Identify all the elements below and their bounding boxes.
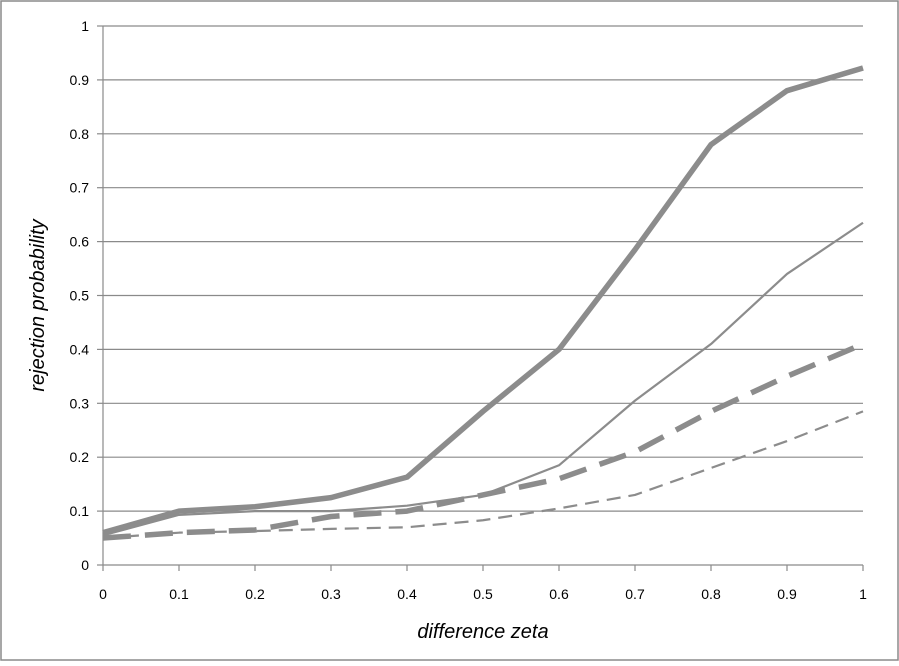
x-tick-label: 0.3 bbox=[321, 586, 341, 602]
x-tick-label: 0.6 bbox=[549, 586, 569, 602]
y-tick-label: 0 bbox=[81, 557, 89, 573]
y-tick-label: 0.7 bbox=[70, 180, 90, 196]
y-tick-label: 0.9 bbox=[70, 72, 90, 88]
x-tick-label: 1 bbox=[859, 586, 867, 602]
x-tick-label: 0.7 bbox=[625, 586, 645, 602]
x-tick-label: 0.8 bbox=[701, 586, 721, 602]
x-tick-label: 0 bbox=[99, 586, 107, 602]
gridlines bbox=[103, 25, 863, 512]
y-tick-label: 0.1 bbox=[70, 503, 90, 519]
y-tick-label: 0.2 bbox=[70, 449, 90, 465]
x-tick-label: 0.1 bbox=[169, 586, 189, 602]
y-tick-label: 1 bbox=[81, 18, 89, 34]
y-tick-label: 0.6 bbox=[70, 234, 90, 250]
x-tick-label: 0.9 bbox=[777, 586, 797, 602]
y-tick-label: 0.3 bbox=[70, 395, 90, 411]
y-tick-label: 0.5 bbox=[70, 288, 90, 304]
y-axis-title: rejection probability bbox=[27, 218, 49, 391]
axes bbox=[97, 25, 864, 571]
y-tick-label: 0.4 bbox=[70, 341, 90, 357]
y-tick-label: 0.8 bbox=[70, 126, 90, 142]
x-tick-label: 0.2 bbox=[245, 586, 265, 602]
series-line-thick-dashed bbox=[102, 341, 865, 541]
x-tick-label: 0.4 bbox=[397, 586, 417, 602]
x-axis-title: difference zeta bbox=[417, 621, 548, 643]
series-lines bbox=[102, 65, 865, 541]
x-tick-label: 0.5 bbox=[473, 586, 493, 602]
tick-labels: 0 0.1 0.2 0.3 0.4 0.5 0.6 0.7 0.8 0.9 1 0 0.1 0.2 0.3 0… bbox=[70, 18, 868, 602]
series-line-thin-dashed bbox=[102, 410, 864, 540]
series-line-thick-solid bbox=[102, 65, 864, 536]
